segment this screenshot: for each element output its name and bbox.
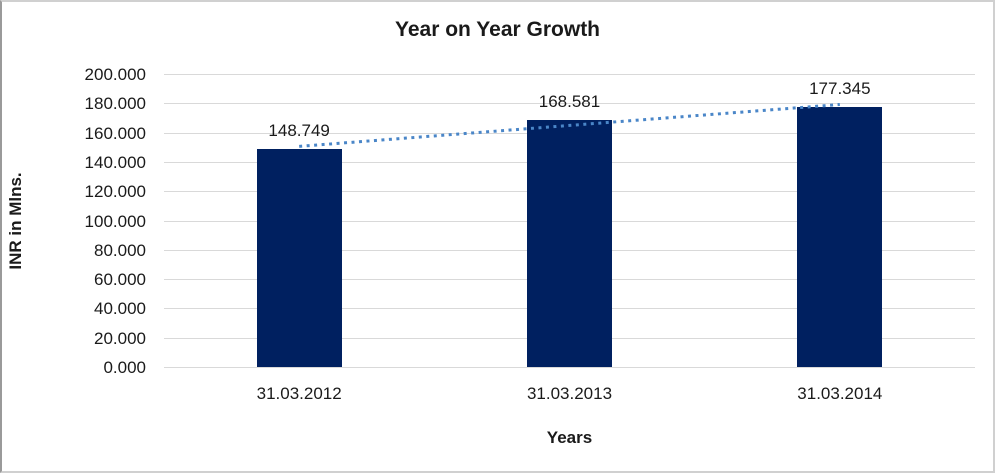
chart-title: Year on Year Growth: [394, 18, 601, 41]
y-tick-label: 60.000: [94, 270, 146, 290]
data-label: 168.581: [538, 92, 601, 112]
x-tick-label: 31.03.2014: [797, 384, 883, 403]
gridline: [164, 103, 975, 105]
y-tick-label: 40.000: [94, 299, 146, 319]
trendline: [299, 102, 840, 148]
y-tick-label: 0.000: [103, 358, 146, 377]
y-tick-label: 180.000: [84, 94, 146, 114]
y-tick-label: 140.000: [84, 152, 146, 172]
gridline: [164, 74, 975, 75]
y-tick-label: 100.000: [84, 211, 146, 231]
y-axis-title: INR in Mlns.: [6, 172, 25, 270]
y-tick-label: 120.000: [84, 182, 146, 202]
data-label: 177.345: [809, 79, 871, 99]
bar-31.03.2014: [797, 107, 883, 367]
x-tick-label: 31.03.2012: [256, 384, 342, 403]
gridline: [164, 367, 975, 368]
y-tick-label: 160.000: [84, 123, 146, 143]
x-axis-title: Years: [546, 428, 593, 447]
bar-31.03.2012: [256, 149, 342, 367]
y-tick-label: 20.000: [94, 328, 146, 348]
y-tick-label: 200.000: [84, 65, 146, 84]
bar-31.03.2013: [527, 120, 612, 367]
y-tick-label: 80.000: [94, 240, 146, 260]
data-label: 148.749: [268, 121, 330, 141]
plot-area: [164, 74, 975, 368]
x-tick-label: 31.03.2013: [526, 384, 613, 403]
